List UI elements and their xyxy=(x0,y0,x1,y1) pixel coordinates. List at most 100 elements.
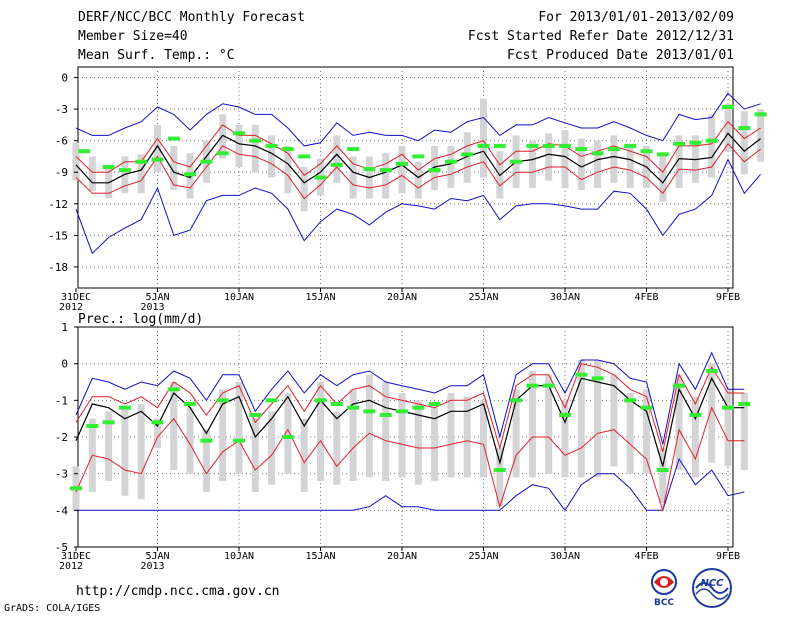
range-box xyxy=(300,418,308,492)
median-marker xyxy=(738,402,751,406)
median-marker xyxy=(493,468,506,472)
lower-line xyxy=(75,143,761,200)
range-box xyxy=(431,145,439,191)
range-box xyxy=(170,382,178,470)
ncc-logo: NCC xyxy=(692,568,732,608)
x-tick-label: 20JAN xyxy=(387,292,417,303)
median-marker xyxy=(200,159,213,164)
range-box xyxy=(594,360,602,478)
median-marker xyxy=(591,151,604,156)
range-box xyxy=(724,103,732,152)
median-marker xyxy=(314,175,327,180)
x-tick-label: 4FEB xyxy=(634,551,658,562)
median-marker xyxy=(575,372,588,377)
range-box xyxy=(561,400,569,478)
range-box xyxy=(528,140,536,189)
median-marker xyxy=(184,172,197,177)
median-marker xyxy=(526,383,539,388)
chart-title: DERF/NCC/BCC Monthly Forecast xyxy=(78,10,305,25)
median-marker xyxy=(118,168,131,173)
range-box xyxy=(251,124,259,173)
median-marker xyxy=(396,161,408,166)
y-tick-label: -6 xyxy=(55,135,68,148)
median-marker xyxy=(379,168,392,173)
median-marker xyxy=(428,402,441,406)
median-marker xyxy=(624,143,637,148)
x-tick-label: 15JAN xyxy=(305,292,335,303)
grads-credit: GrADS: COLA/IGES xyxy=(4,603,101,614)
range-box xyxy=(447,145,455,189)
range-box xyxy=(284,393,292,474)
median-marker xyxy=(78,149,91,154)
range-box xyxy=(691,396,699,478)
median-marker xyxy=(738,126,751,131)
x-tick-label: 5JAN xyxy=(145,292,169,303)
median-marker xyxy=(396,409,408,414)
median-marker xyxy=(722,104,734,109)
median-marker xyxy=(249,138,262,143)
range-box xyxy=(659,156,667,202)
median-marker xyxy=(70,486,82,491)
range-box xyxy=(610,374,618,467)
median-marker xyxy=(705,138,718,143)
median-marker xyxy=(363,167,376,172)
range-box xyxy=(333,411,341,485)
median-marker xyxy=(689,413,702,417)
x-tick-label: 25JAN xyxy=(468,292,498,303)
median-marker xyxy=(330,162,343,167)
y-tick-label: -4 xyxy=(55,504,69,517)
x-tick-label: 4FEB xyxy=(634,292,658,303)
median-marker xyxy=(428,168,441,173)
median-marker xyxy=(347,147,360,152)
range-box xyxy=(724,389,732,467)
y-tick-label: -15 xyxy=(48,229,68,242)
range-box xyxy=(545,133,553,181)
y-tick-label: -2 xyxy=(55,431,68,444)
median-marker xyxy=(559,143,571,148)
range-box xyxy=(561,130,569,189)
median-marker xyxy=(412,405,425,410)
source-url[interactable]: http://cmdp.ncc.cma.gov.cn xyxy=(76,584,280,599)
median-marker xyxy=(461,152,474,157)
y-tick-label: 1 xyxy=(61,321,68,334)
median-marker xyxy=(216,151,229,156)
range-box xyxy=(219,114,227,159)
median-marker xyxy=(265,398,278,403)
range-box xyxy=(480,400,487,478)
range-box xyxy=(414,161,422,199)
range-box xyxy=(137,404,145,500)
median-marker xyxy=(363,409,376,414)
range-box xyxy=(577,360,585,478)
range-box xyxy=(105,411,113,481)
variable-bottom-label: Prec.: log(mm/d) xyxy=(78,312,203,327)
range-box xyxy=(317,382,324,481)
median-marker xyxy=(314,398,327,403)
median-marker xyxy=(526,143,539,148)
range-box xyxy=(121,407,129,496)
range-box xyxy=(365,374,373,478)
forecast-period: For 2013/01/01-2013/02/09 xyxy=(538,10,734,25)
median-marker xyxy=(216,398,229,403)
x-tick-label: 5JAN xyxy=(145,551,169,562)
svg-text:NCC: NCC xyxy=(700,578,724,589)
median-marker xyxy=(656,468,669,472)
median-marker xyxy=(542,383,555,388)
range-box xyxy=(398,393,406,478)
x-tick-label: 9FEB xyxy=(716,551,740,562)
y-tick-label: -5 xyxy=(55,541,68,554)
x-tick-sublabel: 2013 xyxy=(140,561,164,572)
median-marker xyxy=(167,387,180,392)
median-marker xyxy=(167,136,180,141)
member-size: Member Size=40 xyxy=(78,29,188,44)
range-box xyxy=(659,448,667,503)
x-tick-label: 20JAN xyxy=(387,551,417,562)
svg-text:BCC: BCC xyxy=(654,598,674,608)
median-marker xyxy=(591,376,604,381)
median-marker xyxy=(705,369,718,373)
range-box xyxy=(626,393,634,474)
range-box xyxy=(72,142,80,181)
bcc-logo: BCC xyxy=(651,569,677,608)
range-box xyxy=(675,135,683,189)
min-line xyxy=(76,457,745,512)
